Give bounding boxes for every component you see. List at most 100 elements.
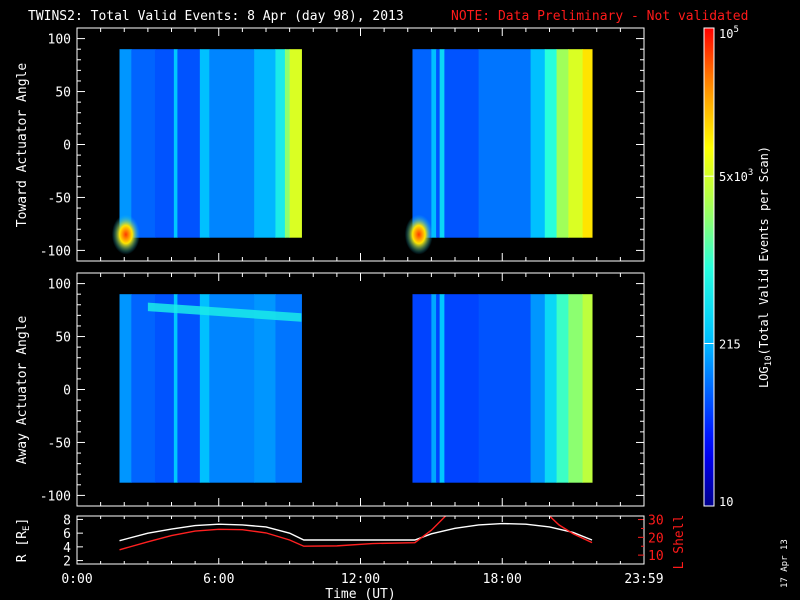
colorbar-label-rest: (Total Valid Events per Scan) <box>757 146 771 356</box>
heatmap-column <box>199 49 210 238</box>
time-tick-label: 6:00 <box>203 572 234 587</box>
heatmap-column <box>177 294 201 483</box>
heatmap-column <box>173 49 178 238</box>
heatmap-column <box>444 49 480 238</box>
colorbar-tick-exp: 3 <box>748 168 753 178</box>
heatmap-column <box>209 49 255 238</box>
colorbar-label: LOG10(Total Valid Events per Scan) <box>757 146 774 388</box>
heatmap-column <box>431 49 437 238</box>
heatmap-column <box>436 294 441 483</box>
heatmap-column <box>530 294 546 483</box>
heatmap-column <box>154 49 175 238</box>
heatmap-column <box>119 294 132 483</box>
r-axis-label-main: R [R <box>15 531 30 562</box>
heatmap-column <box>284 49 291 238</box>
colorbar-label-sub: 10 <box>764 355 774 366</box>
heatmap-column <box>439 49 445 238</box>
heatmap-column <box>544 294 558 483</box>
heatmap-toward: 100 50 0 -50 -100 Toward Actuator Angle <box>15 27 645 262</box>
time-axis-label: Time (UT) <box>325 587 395 600</box>
heatmap-hotspot <box>404 214 433 255</box>
right-y-tick-label: 20 <box>648 531 664 546</box>
heatmap-column <box>530 49 546 238</box>
colorbar-tick-label: 5x103 <box>719 168 753 184</box>
r-axis-label-sub: E <box>22 526 32 531</box>
heatmap-column <box>119 49 132 238</box>
time-axis: 0:00 6:00 12:00 18:00 23:59 Time (UT) <box>61 572 663 600</box>
heatmap-column <box>254 49 276 238</box>
left-y-tick-label: 8 <box>63 513 71 528</box>
plot-title: TWINS2: Total Valid Events: 8 Apr (day 9… <box>28 9 404 24</box>
colorbar-tick-base: 215 <box>719 337 741 351</box>
heatmap-column <box>556 294 569 483</box>
y-tick-label: -100 <box>40 244 71 259</box>
y-tick-label: -50 <box>48 191 71 206</box>
r-distance-line <box>119 522 593 542</box>
l-shell-line <box>119 516 447 551</box>
heatmap-panels: 100 50 0 -50 -100 Toward Actuator Angle 100 50 0… <box>15 27 645 507</box>
left-y-tick-label: 6 <box>63 527 71 542</box>
heatmap-column <box>199 294 210 483</box>
heatmap-column <box>582 49 593 238</box>
y-tick-label: 0 <box>63 384 71 399</box>
r-axis-label-end: ] <box>15 518 30 526</box>
heatmap-hotspot <box>111 214 140 255</box>
heatmap-column <box>131 49 156 238</box>
heatmap-column <box>289 49 302 238</box>
heatmap-column <box>478 49 532 238</box>
y-tick-label: -50 <box>48 436 71 451</box>
heatmap-column <box>439 294 445 483</box>
colorbar-tick-label: 10 <box>719 495 733 509</box>
right-y-tick-label: 30 <box>648 514 664 529</box>
l-shell-axis-label: L Shell <box>672 515 687 570</box>
date-stamp: 17 Apr 13 <box>780 539 790 588</box>
heatmap-column <box>556 49 569 238</box>
heatmap-column <box>209 294 255 483</box>
heatmap-band <box>147 302 302 322</box>
right-y-tick-label: 10 <box>648 549 664 564</box>
y-axis-label: Toward Actuator Angle <box>15 63 30 228</box>
heatmap-column <box>154 294 175 483</box>
heatmap-column <box>412 294 432 483</box>
y-tick-label: 50 <box>55 331 71 346</box>
heatmap-column <box>275 49 286 238</box>
y-tick-label: 0 <box>63 139 71 154</box>
y-tick-label: 50 <box>55 86 71 101</box>
left-y-tick-label: 2 <box>63 555 71 570</box>
colorbar-ramp <box>703 27 715 507</box>
r-axis-label: R [RE] <box>15 518 32 563</box>
heatmap-column <box>173 294 178 483</box>
y-axis-label: Away Actuator Angle <box>15 315 30 464</box>
colorbar-tick-label: 105 <box>719 25 739 41</box>
heatmap-column <box>444 294 480 483</box>
heatmap-column <box>177 49 201 238</box>
time-tick-label: 23:59 <box>624 572 663 587</box>
colorbar-tick-base: 10 <box>719 27 733 41</box>
heatmap-column <box>436 49 441 238</box>
heatmap-column <box>412 49 432 238</box>
colorbar-tick-exp: 5 <box>733 25 738 35</box>
l-shell-line <box>549 516 593 544</box>
heatmap-column <box>131 294 156 483</box>
y-tick-label: 100 <box>48 33 71 48</box>
y-tick-label: 100 <box>48 278 71 293</box>
y-tick-label: -100 <box>40 489 71 504</box>
time-tick-label: 12:00 <box>341 572 380 587</box>
time-tick-label: 0:00 <box>61 572 92 587</box>
heatmap-column <box>431 294 437 483</box>
preliminary-note: NOTE: Data Preliminary - Not validated <box>451 9 748 24</box>
colorbar-label-prefix: LOG <box>757 366 771 388</box>
time-tick-label: 18:00 <box>483 572 522 587</box>
heatmap-column <box>275 294 302 483</box>
heatmap-column <box>568 49 584 238</box>
heatmap-column <box>582 294 593 483</box>
colorbar-tick-base: 10 <box>719 495 733 509</box>
heatmap-column <box>568 294 584 483</box>
left-y-tick-label: 4 <box>63 541 71 556</box>
colorbar-tick-base: 5x10 <box>719 170 748 184</box>
colorbar-tick-label: 215 <box>719 337 741 351</box>
heatmap-column <box>254 294 276 483</box>
heatmap-column <box>478 294 532 483</box>
